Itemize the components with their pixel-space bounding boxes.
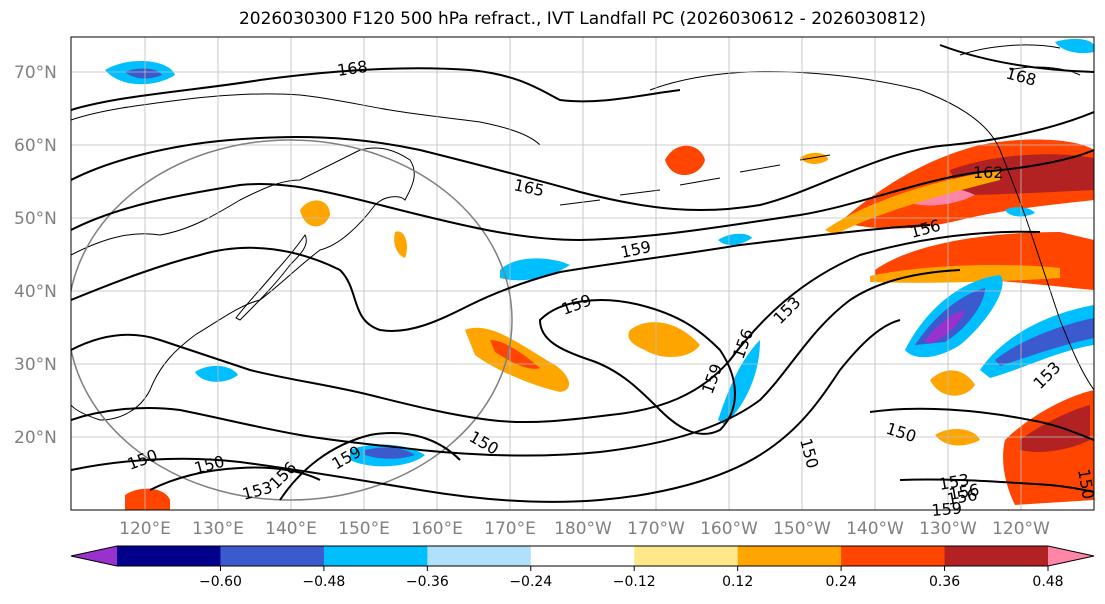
colorbar-tick-label: −0.12	[613, 574, 656, 590]
colorbar-tick-label: −0.36	[406, 574, 449, 590]
longitude-label: 150°E	[338, 519, 390, 539]
latitude-label: 70°N	[14, 63, 57, 83]
coastline-asia	[71, 147, 415, 421]
latitude-label: 20°N	[14, 428, 57, 448]
colorbar-swatch	[323, 546, 428, 566]
colorbar-tick-label: −0.48	[302, 574, 345, 590]
longitude-label: 170°E	[484, 519, 536, 539]
colorbar-swatch	[427, 546, 532, 566]
longitude-label: 120°W	[992, 519, 1050, 539]
negative-anomaly-south-japan	[195, 365, 238, 382]
reference-circle	[71, 139, 513, 501]
colorbar-tick-label: 0.48	[1032, 574, 1063, 590]
colorbar-outline	[70, 545, 1095, 567]
positive-anomaly-jet-core	[490, 340, 540, 369]
colorbar-swatch	[220, 546, 325, 566]
negative-anomaly-ne-pacific-peak	[925, 310, 965, 344]
colorbar-swatch	[530, 546, 635, 566]
contour-168-east	[939, 44, 1094, 73]
contour-168	[71, 67, 681, 111]
longitude-label: 140°E	[265, 519, 317, 539]
height-contours	[71, 44, 1094, 503]
contour-150	[71, 319, 901, 503]
coastline-japan	[235, 234, 307, 321]
map-panel	[71, 37, 1094, 510]
negative-anomaly-central	[500, 258, 570, 281]
negative-anomaly-date-line	[718, 233, 752, 246]
latitude-label: 60°N	[14, 136, 57, 156]
contour-150-south	[869, 407, 1094, 441]
contour-165	[71, 111, 1094, 212]
positive-anomaly-central-pacific	[628, 322, 700, 357]
positive-anomaly-coast-edge	[870, 264, 1060, 283]
longitude-label: 130°W	[919, 519, 977, 539]
positive-anomaly-subtropical-mid	[930, 370, 975, 396]
longitude-label: 120°E	[119, 519, 171, 539]
graticule	[71, 37, 1094, 510]
longitude-label: 150°W	[773, 519, 831, 539]
positive-anomaly-bering	[665, 145, 705, 176]
map-frame	[70, 36, 1095, 511]
contour-159	[71, 224, 931, 332]
longitude-label: 130°E	[192, 519, 244, 539]
negative-anomaly-arctic-east	[1055, 38, 1094, 54]
positive-anomaly-kamchatka	[394, 231, 407, 258]
latitude-label: 40°N	[14, 282, 57, 302]
longitude-label: 180°W	[554, 519, 612, 539]
colorbar-swatch	[737, 546, 842, 566]
colorbar-tick-label: 0.12	[722, 574, 753, 590]
longitude-label: 140°W	[846, 519, 904, 539]
positive-anomaly-japan	[300, 200, 330, 227]
negative-anomaly-ne-pacific-core	[915, 288, 985, 345]
chart-title: 2026030300 F120 500 hPa refract., IVT La…	[238, 9, 926, 29]
contour-156-tropics	[279, 432, 461, 501]
positive-anomaly-gulf-alaska-core	[950, 154, 1094, 195]
contour-159-loop	[538, 299, 736, 435]
negative-anomaly-east-jet	[718, 340, 760, 425]
contour-153-south	[899, 478, 1094, 493]
positive-anomaly-subtropical-east-core	[1020, 405, 1090, 452]
colorbar-tick-label: 0.24	[826, 574, 857, 590]
colorbar-tick-label: −0.24	[509, 574, 552, 590]
latitude-label: 50°N	[14, 209, 57, 229]
colorbar-extend-low	[71, 546, 117, 566]
contour-162	[71, 149, 1094, 242]
contour-label: 162	[973, 163, 1004, 182]
contour-label: 168	[336, 57, 369, 80]
colorbar: −0.60 −0.48 −0.36 −0.24 −0.12 0.12 0.24 0.36 0.4…	[70, 545, 1095, 590]
colorbar-tick-label: 0.36	[929, 574, 960, 590]
colorbar-extend-high	[1048, 546, 1094, 566]
colorbar-swatch	[944, 546, 1049, 566]
coastlines	[71, 44, 1094, 421]
latitude-label: 30°N	[14, 355, 57, 375]
colorbar-swatch	[117, 546, 221, 566]
longitude-label: 170°W	[627, 519, 685, 539]
negative-anomaly-california-core	[995, 318, 1094, 366]
contour-label: 159	[931, 498, 963, 520]
colorbar-tick-label: −0.60	[199, 574, 242, 590]
negative-anomaly-arctic-west-core	[125, 68, 162, 79]
shaded-field	[105, 38, 1094, 510]
contour-156	[71, 230, 1041, 424]
negative-anomaly-canada	[1005, 207, 1035, 217]
longitude-label: 160°W	[700, 519, 758, 539]
negative-anomaly-tropics-core	[365, 447, 415, 459]
colorbar-swatch	[634, 546, 739, 566]
latitude-labels: 70°N 60°N 50°N 40°N 30°N 20°N	[14, 63, 57, 448]
coastline-aleutians	[559, 154, 831, 206]
coastline-arctic-islands	[959, 44, 1081, 76]
coastline-north-asia	[71, 93, 541, 146]
positive-anomaly-bering-edge	[800, 152, 828, 164]
contour-150-southwest	[149, 466, 321, 491]
positive-anomaly-florida	[125, 488, 170, 510]
colorbar-swatch	[841, 546, 946, 566]
positive-anomaly-band-west	[825, 170, 1000, 235]
longitude-labels: 120°E 130°E 140°E 150°E 160°E 170°E 180°…	[119, 519, 1050, 539]
contour-153	[71, 269, 961, 457]
longitude-label: 160°E	[411, 519, 463, 539]
